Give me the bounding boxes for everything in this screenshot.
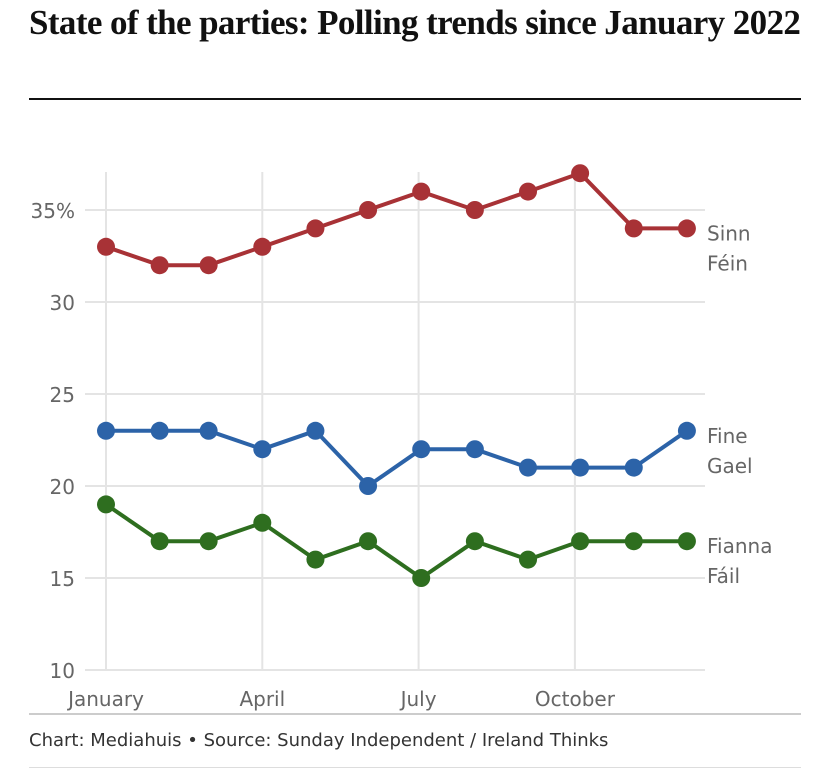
series-sinn-f-in: [97, 164, 696, 275]
data-point: [412, 569, 431, 587]
series-fine-gael: [97, 421, 696, 495]
series-label: Fine: [707, 424, 748, 448]
x-tick-label: October: [535, 687, 616, 711]
series-line: [106, 428, 689, 488]
data-point: [199, 421, 218, 440]
y-tick-label: 15: [50, 567, 75, 591]
data-point: [359, 532, 378, 551]
series-line: [104, 502, 687, 580]
series-label: Gael: [707, 454, 753, 478]
data-point: [465, 201, 484, 219]
data-point: [571, 532, 590, 551]
chart-title: State of the parties: Polling trends sin…: [29, 3, 801, 42]
data-point: [519, 550, 538, 569]
series-line: [105, 171, 687, 268]
gridlines: [85, 172, 705, 671]
data-point: [624, 458, 643, 477]
data-point: [571, 164, 590, 183]
y-tick-label: 35%: [31, 199, 75, 223]
x-tick-label: January: [66, 687, 144, 711]
data-point: [412, 440, 431, 459]
data-point: [253, 513, 272, 532]
data-point: [97, 495, 115, 514]
data-point: [306, 550, 325, 569]
series-label: Sinn: [707, 221, 751, 245]
data-point: [150, 421, 169, 440]
x-axis: January April July October: [66, 687, 616, 711]
data-point: [677, 421, 696, 440]
source-credit: Chart: Mediahuis • Source: Sunday Indepe…: [29, 730, 609, 751]
y-tick-label: 10: [50, 659, 75, 683]
y-tick-label: 25: [50, 383, 75, 407]
data-point: [359, 477, 378, 495]
series-labels: Sinn Féin Fine Gael Fianna Fáil: [707, 221, 772, 588]
data-point: [624, 532, 643, 551]
footer-divider: [29, 713, 801, 715]
data-point: [306, 421, 325, 440]
x-tick-label: July: [399, 687, 437, 711]
data-point: [199, 256, 218, 275]
series-label: Fianna: [707, 534, 772, 558]
data-point: [150, 256, 169, 275]
series-label: Fáil: [707, 564, 740, 588]
y-tick-label: 20: [50, 475, 75, 499]
data-point: [97, 421, 115, 440]
data-point: [306, 219, 325, 238]
series-label: Féin: [707, 251, 748, 275]
series-lines: [97, 164, 696, 587]
data-point: [253, 440, 272, 459]
data-point: [465, 532, 484, 551]
data-point: [519, 182, 538, 201]
data-point: [199, 532, 218, 551]
data-point: [150, 532, 169, 551]
data-point: [412, 182, 431, 201]
data-point: [624, 219, 643, 238]
data-point: [677, 532, 696, 551]
y-axis: 35% 30 25 20 15 10: [31, 199, 75, 683]
data-point: [677, 219, 696, 238]
data-point: [359, 201, 378, 219]
y-tick-label: 30: [50, 291, 75, 315]
data-point: [519, 458, 538, 477]
data-point: [465, 440, 484, 459]
title-divider: [29, 98, 801, 100]
series-fianna-f-il: [97, 495, 696, 587]
data-point: [571, 458, 590, 477]
x-tick-label: April: [239, 687, 285, 711]
data-point: [97, 237, 115, 256]
bottom-divider: [29, 767, 801, 768]
data-point: [253, 237, 272, 256]
